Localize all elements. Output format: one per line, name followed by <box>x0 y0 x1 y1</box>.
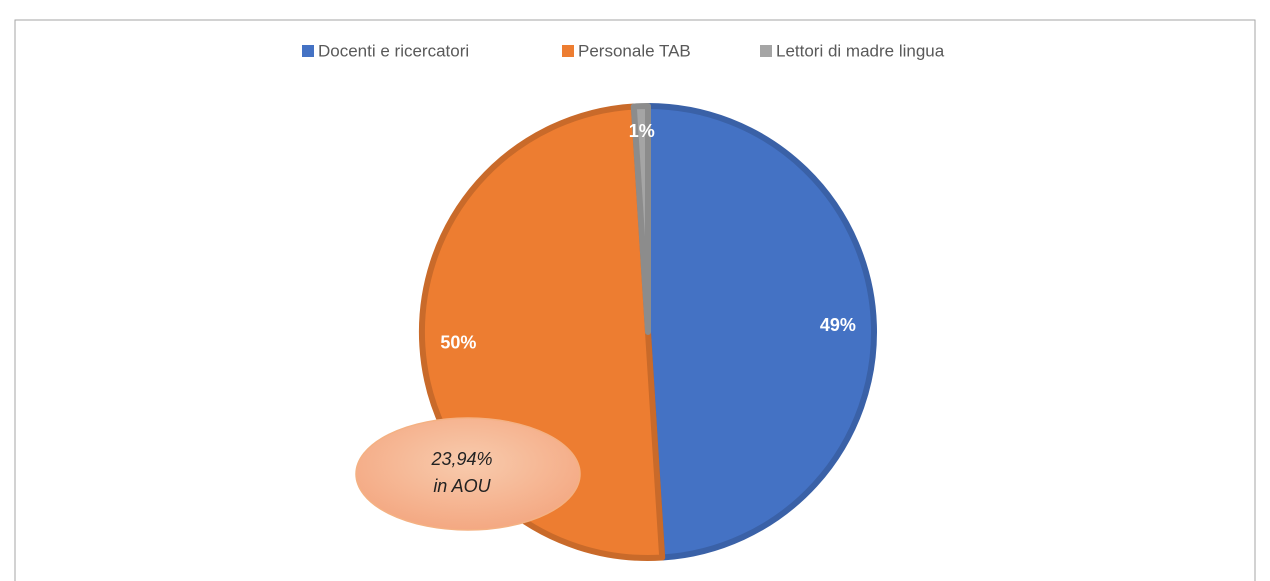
legend-label: Docenti e ricercatori <box>318 41 469 60</box>
pie-slice <box>630 103 651 335</box>
legend-swatch <box>562 45 574 57</box>
data-label: 49% <box>820 315 856 335</box>
legend-label: Personale TAB <box>578 41 691 60</box>
data-label: 1% <box>629 121 655 141</box>
pie-slice <box>645 103 877 561</box>
legend-label: Lettori di madre lingua <box>776 41 945 60</box>
annotation-text: 23,94% <box>430 449 492 469</box>
legend-swatch <box>760 45 772 57</box>
legend-swatch <box>302 45 314 57</box>
annotation-text: in AOU <box>433 476 491 496</box>
annotation-bubble <box>355 417 581 531</box>
data-label: 50% <box>440 333 476 353</box>
